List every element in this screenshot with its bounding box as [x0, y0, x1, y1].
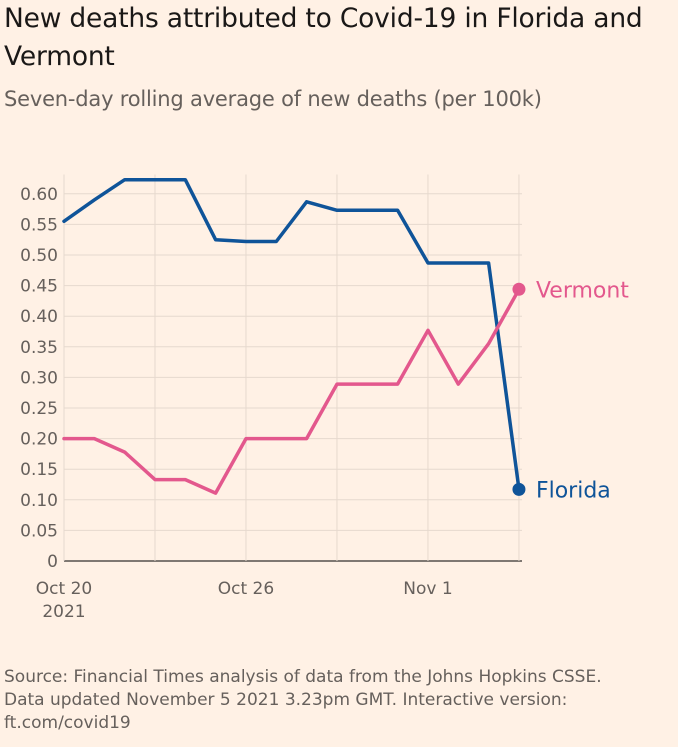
series-label-vermont: Vermont — [536, 278, 629, 303]
series-label-florida: Florida — [536, 478, 611, 503]
grid-layer — [63, 174, 522, 562]
x-tick-sublabel: 2021 — [42, 602, 85, 622]
y-tick-label: 0.30 — [20, 368, 58, 388]
series-layer — [62, 177, 526, 496]
y-tick-label: 0.15 — [20, 460, 58, 480]
x-tick-label: Oct 20 — [36, 579, 92, 599]
source-note: Source: Financial Times analysis of data… — [4, 667, 602, 733]
y-tick-label: 0.20 — [20, 430, 58, 450]
series-line-florida — [62, 177, 521, 492]
y-tick-label: 0 — [47, 552, 58, 572]
series-line-vermont — [62, 287, 521, 495]
y-axis: 0.60 0.55 0.50 0.45 0.40 0.35 0.30 0.25 0.20 0.15… — [20, 185, 58, 572]
series-labels: Florida Vermont — [536, 278, 629, 503]
y-tick-label: 0.25 — [20, 399, 58, 419]
x-tick-label: Oct 26 — [218, 579, 274, 599]
y-tick-label: 0.60 — [20, 185, 58, 205]
y-tick-label: 0.40 — [20, 307, 58, 327]
y-tick-label: 0.55 — [20, 215, 58, 235]
series-end-marker-vermont — [512, 282, 526, 296]
y-tick-label: 0.05 — [20, 521, 58, 541]
y-tick-label: 0.45 — [20, 277, 58, 297]
y-tick-label: 0.10 — [20, 491, 58, 511]
x-axis: Oct 20 2021 Oct 26 Nov 1 — [36, 579, 453, 622]
chart-title: New deaths attributed to Covid-19 in Flo… — [4, 3, 643, 72]
y-tick-label: 0.50 — [20, 246, 58, 266]
chart-subtitle: Seven-day rolling average of new deaths … — [4, 87, 542, 111]
series-end-marker-florida — [512, 482, 526, 496]
y-tick-label: 0.35 — [20, 338, 58, 358]
line-chart: 0.60 0.55 0.50 0.45 0.40 0.35 0.30 0.25 0.20 0.15… — [20, 174, 629, 622]
x-tick-label: Nov 1 — [403, 579, 452, 599]
